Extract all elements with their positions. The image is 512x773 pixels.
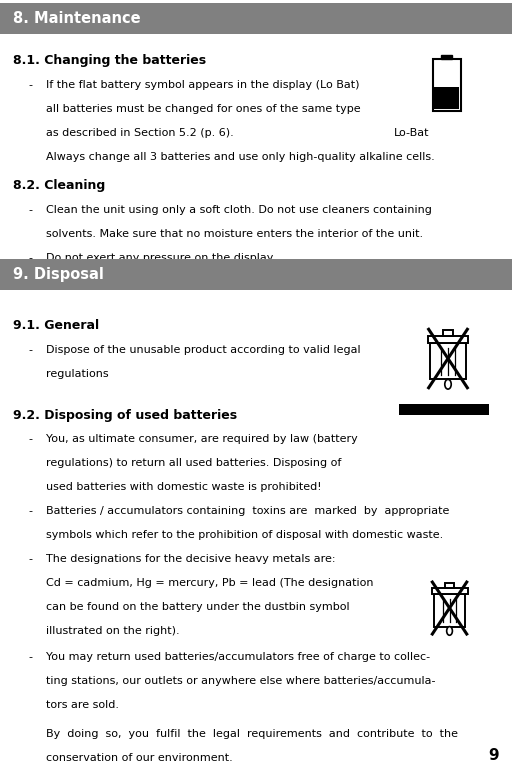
Bar — [445, 583, 454, 588]
Text: Dispose of the unusable product according to valid legal: Dispose of the unusable product accordin… — [46, 345, 361, 355]
Text: Do not exert any pressure on the display.: Do not exert any pressure on the display… — [46, 253, 275, 263]
Text: Lo-Bat: Lo-Bat — [394, 128, 430, 138]
Bar — [431, 343, 465, 380]
Text: By  doing  so,  you  fulfil  the  legal  requirements  and  contribute  to  the: By doing so, you fulfil the legal requir… — [46, 729, 458, 739]
Bar — [0, 3, 512, 34]
Text: -: - — [28, 434, 32, 444]
Text: used batteries with domestic waste is prohibited!: used batteries with domestic waste is pr… — [46, 482, 322, 492]
Text: 9.1. General: 9.1. General — [13, 319, 99, 332]
Text: -: - — [28, 652, 32, 662]
Bar — [434, 87, 459, 109]
Text: can be found on the battery under the dustbin symbol: can be found on the battery under the du… — [46, 602, 350, 612]
Text: The designations for the decisive heavy metals are:: The designations for the decisive heavy … — [46, 554, 335, 564]
Text: -: - — [28, 345, 32, 355]
Text: symbols which refer to the prohibition of disposal with domestic waste.: symbols which refer to the prohibition o… — [46, 530, 443, 540]
Text: Cd = cadmium, Hg = mercury, Pb = lead (The designation: Cd = cadmium, Hg = mercury, Pb = lead (T… — [46, 578, 374, 588]
Circle shape — [445, 380, 451, 389]
Text: Always change all 3 batteries and use only high-quality alkaline cells.: Always change all 3 batteries and use on… — [46, 152, 435, 162]
Bar — [434, 594, 465, 627]
Text: -: - — [28, 554, 32, 564]
Text: Batteries / accumulators containing  toxins are  marked  by  appropriate: Batteries / accumulators containing toxi… — [46, 506, 450, 516]
Text: 8. Maintenance: 8. Maintenance — [13, 11, 140, 26]
Text: -: - — [28, 253, 32, 263]
Bar — [432, 588, 467, 594]
Text: Clean the unit using only a soft cloth. Do not use cleaners containing: Clean the unit using only a soft cloth. … — [46, 205, 432, 215]
Text: regulations: regulations — [46, 369, 109, 379]
Bar — [428, 336, 468, 343]
Text: -: - — [28, 80, 32, 90]
Text: 9.2. Disposing of used batteries: 9.2. Disposing of used batteries — [13, 409, 237, 422]
Bar — [399, 404, 489, 415]
Text: 9: 9 — [488, 748, 499, 763]
Bar — [441, 55, 453, 59]
Text: -: - — [28, 506, 32, 516]
Text: -: - — [28, 205, 32, 215]
Text: ting stations, our outlets or anywhere else where batteries/accumula-: ting stations, our outlets or anywhere e… — [46, 676, 436, 686]
Text: solvents. Make sure that no moisture enters the interior of the unit.: solvents. Make sure that no moisture ent… — [46, 229, 423, 239]
Text: as described in Section 5.2 (p. 6).: as described in Section 5.2 (p. 6). — [46, 128, 234, 138]
Circle shape — [446, 627, 453, 635]
Text: illustrated on the right).: illustrated on the right). — [46, 626, 180, 636]
Bar — [433, 59, 461, 111]
Text: If the flat battery symbol appears in the display (Lo Bat): If the flat battery symbol appears in th… — [46, 80, 359, 90]
Text: 8.2. Cleaning: 8.2. Cleaning — [13, 179, 105, 192]
Text: You, as ultimate consumer, are required by law (battery: You, as ultimate consumer, are required … — [46, 434, 358, 444]
Text: conservation of our environment.: conservation of our environment. — [46, 753, 233, 763]
Text: regulations) to return all used batteries. Disposing of: regulations) to return all used batterie… — [46, 458, 342, 468]
Bar — [443, 330, 453, 336]
Text: 9. Disposal: 9. Disposal — [13, 267, 103, 282]
Text: You may return used batteries/accumulators free of charge to collec-: You may return used batteries/accumulato… — [46, 652, 430, 662]
Text: all batteries must be changed for ones of the same type: all batteries must be changed for ones o… — [46, 104, 361, 114]
Text: tors are sold.: tors are sold. — [46, 700, 119, 710]
Bar — [0, 259, 512, 290]
Text: 8.1. Changing the batteries: 8.1. Changing the batteries — [13, 54, 206, 67]
